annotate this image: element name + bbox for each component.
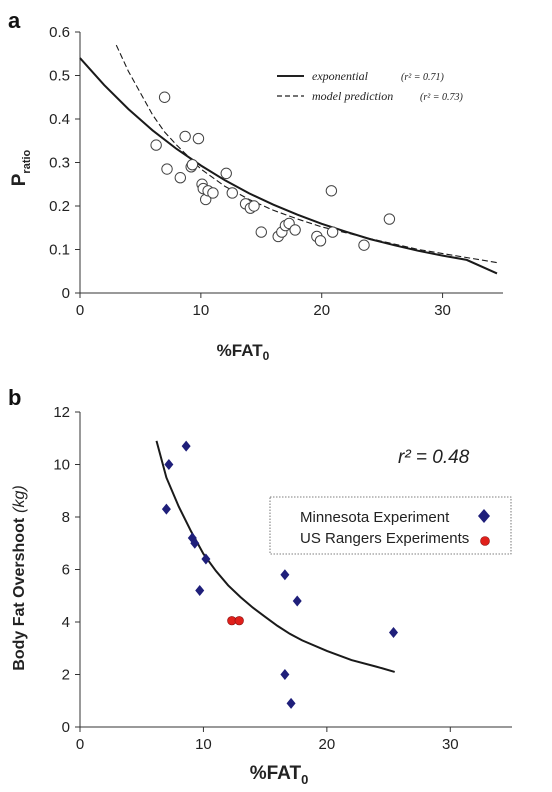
data-point [325,185,338,197]
panel-a-curve-model-prediction [115,44,498,264]
panel-a-legend: exponential (r² = 0.71) model prediction… [277,69,463,103]
data-point [186,158,199,171]
data-point-minnesota [181,440,191,452]
data-point [220,167,232,180]
panel-a-axes: 0 10 20 30 0 0.1 0.2 0.3 0.4 0.5 0.6 [49,24,503,319]
panel-b-curves [155,440,395,673]
panel-a-curves [79,44,498,275]
panel-b-y-tick-label: 12 [53,404,70,421]
data-point-minnesota [161,503,171,515]
panel-b-x-tick-label: 10 [195,736,212,753]
panel-b: b 0 10 20 30 0 2 4 6 8 10 12 r² = 0.48 Minnesota E… [8,385,512,787]
panel-a-y-tick-label: 0.2 [49,198,70,215]
panel-a-x-tick-label: 0 [76,302,84,319]
panel-b-y-axis-title: Body Fat Overshoot (kg) [11,485,28,670]
panel-b-y-tick-label: 2 [62,667,70,684]
panel-b-y-tick-label: 6 [62,562,70,579]
panel-b-x-tick-label: 0 [76,736,84,753]
data-point-minnesota [190,537,200,549]
data-point [383,213,396,225]
data-point-minnesota [280,669,290,680]
legend-model-label: model prediction [312,89,393,103]
legend-rangers-label: US Rangers Experiments [300,530,469,547]
panel-a-y-tick-label: 0.1 [49,242,70,259]
panel-a-y-title-sub: ratio [21,149,33,173]
panel-a-x-tick-label: 10 [193,302,210,319]
legend-rangers-marker [480,536,490,546]
legend-minnesota-label: Minnesota Experiment [300,509,450,526]
data-point [207,187,219,199]
panel-a-y-tick-label: 0.4 [49,111,70,128]
panel-b-y-tick-label: 8 [62,509,70,526]
data-point-rangers [234,616,244,626]
panel-b-y-title-unit: (kg) [11,485,28,513]
panel-b-x-tick-label: 30 [442,736,459,753]
data-point [174,172,187,184]
panel-b-y-tick-label: 10 [53,457,70,474]
panel-a: a 0 10 20 30 0 0.1 0.2 0.3 0.4 0.5 0.6 exponential… [8,8,503,363]
data-point [358,239,370,251]
panel-a-y-axis-title: Pratio [9,149,33,186]
panel-a-x-tick-label: 30 [434,302,451,319]
panel-a-letter: a [8,8,21,33]
data-point-minnesota [164,459,174,470]
panel-b-x-title-main: %FAT [250,763,302,784]
data-point-minnesota [201,553,211,565]
data-point [289,224,301,236]
panel-b-axes: 0 10 20 30 0 2 4 6 8 10 12 [53,404,512,753]
data-point [150,139,162,151]
panel-b-points [161,440,399,709]
data-point [158,91,171,103]
data-point [255,226,267,238]
panel-b-x-axis-title: %FAT0 [250,763,309,787]
data-point [314,235,327,247]
panel-b-x-title-sub: 0 [301,772,308,787]
legend-model-r2: (r² = 0.73) [420,92,463,103]
legend-exponential-r2: (r² = 0.71) [401,72,444,83]
data-point-minnesota [195,585,205,596]
legend-box [269,496,512,555]
panel-a-y-tick-label: 0.6 [49,24,70,41]
data-point [192,132,205,145]
panel-b-curve-fit [155,440,395,673]
panel-b-letter: b [8,385,21,410]
data-point [248,200,260,212]
panel-a-x-title-sub: 0 [263,349,270,363]
panel-a-y-title-main: P [9,173,30,186]
data-point [161,163,173,175]
data-point [326,226,339,238]
panel-b-y-title-main: Body Fat Overshoot [11,517,28,671]
data-point-minnesota [286,697,296,709]
panel-a-curve-exponential [79,57,498,275]
panel-b-x-tick-label: 20 [319,736,336,753]
panel-a-points [150,91,396,251]
panel-a-y-tick-label: 0.3 [49,155,70,172]
panel-a-x-axis-title: %FAT0 [217,341,270,363]
panel-a-y-tick-label: 0.5 [49,68,70,85]
panel-b-y-tick-label: 0 [62,719,70,736]
data-point [226,187,238,199]
data-point-minnesota [280,569,290,581]
legend-exponential-label: exponential [312,69,369,83]
data-point-minnesota [389,627,399,638]
panel-b-r2-annotation: r² = 0.48 [398,447,470,468]
panel-a-x-tick-label: 20 [313,302,330,319]
legend-minnesota-marker [478,509,490,523]
panel-b-y-tick-label: 4 [62,614,70,631]
panel-a-x-title-main: %FAT [217,341,264,360]
panel-b-legend: Minnesota Experiment US Rangers Experime… [269,496,512,555]
data-point-minnesota [292,595,302,607]
panel-a-y-tick-label: 0 [62,285,70,302]
data-point [179,130,191,143]
